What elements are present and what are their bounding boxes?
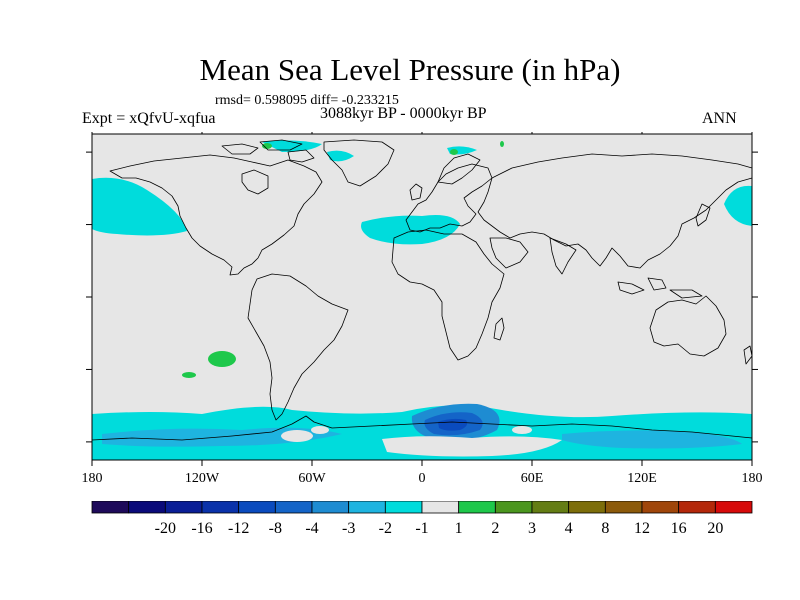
coast-madagascar (493, 317, 505, 341)
legend-label-8: 1 (455, 520, 463, 537)
legend-labels: -20 -16 -12 -8 -4 -3 -2 -1 1 2 3 4 8 12 16 20 (155, 520, 724, 537)
legend-box-4 (238, 501, 276, 514)
legend-label-3: -8 (269, 520, 282, 537)
legend-label-13: 12 (634, 520, 650, 537)
anomaly-north-pacific-east (724, 185, 752, 226)
lon-tick-label-4: 60E (521, 471, 544, 486)
coast-greenland (323, 139, 395, 187)
anomaly-antarctic-light-3 (311, 426, 329, 434)
legend-label-9: 2 (491, 520, 499, 537)
legend-box-1 (128, 501, 166, 514)
color-legend: -20 -16 -12 -8 -4 -3 -2 -1 1 2 3 4 8 12 16 20 (91, 501, 753, 537)
coastlines (91, 139, 753, 441)
legend-box-2 (164, 501, 203, 514)
lon-tick-label-1: 120W (185, 471, 220, 486)
coast-south-america (247, 273, 349, 421)
legend-box-17 (714, 501, 753, 514)
lon-tick-label-3: 0 (419, 471, 426, 486)
coast-arctic-islands (221, 139, 315, 163)
coast-north-america (109, 154, 323, 276)
legend-box-14 (604, 501, 643, 514)
coast-indonesia (617, 277, 703, 299)
anomaly-arctic-1 (262, 140, 322, 152)
lon-tick-label-0: 180 (82, 471, 103, 486)
legend-box-16 (678, 501, 716, 514)
legend-label-7: -1 (415, 520, 428, 537)
anomaly-fields (92, 140, 752, 460)
legend-label-11: 4 (565, 520, 573, 537)
anomaly-southern-ocean-east (562, 430, 742, 449)
axis-ticks (86, 132, 758, 466)
stats-line: rmsd= 0.598095 diff= -0.233215 (215, 93, 399, 108)
experiment-label: Expt = xQfvU-xqfua (82, 110, 216, 127)
anomaly-north-pacific (92, 177, 187, 236)
anomaly-southern-ocean-mid (102, 427, 342, 447)
coast-hudson-bay (241, 169, 269, 195)
legend-label-6: -2 (379, 520, 392, 537)
anomaly-south-atlantic-low-center (438, 418, 468, 431)
anomaly-antarctic-light-2 (281, 430, 313, 442)
coast-scandinavia (437, 153, 481, 185)
legend-box-12 (531, 501, 570, 514)
coast-asia (477, 153, 753, 269)
lon-tick-label-2: 60W (298, 471, 326, 486)
anomaly-arctic-2 (327, 150, 354, 162)
anomaly-south-pacific-green-2 (182, 372, 196, 378)
anomaly-arctic-green-3 (500, 141, 504, 147)
legend-label-5: -3 (342, 520, 355, 537)
anomaly-arctic-green-1 (262, 143, 272, 149)
coast-africa (391, 229, 505, 361)
legend-label-12: 8 (601, 520, 609, 537)
lon-tick-label-6: 180 (742, 471, 763, 486)
legend-label-4: -4 (305, 520, 318, 537)
legend-box-11 (494, 501, 533, 514)
coast-arabia (489, 237, 529, 269)
legend-box-13 (568, 501, 606, 514)
legend-label-10: 3 (528, 520, 536, 537)
legend-box-0 (91, 501, 130, 514)
anomaly-arctic-green-2 (450, 149, 458, 155)
coast-japan (695, 203, 711, 227)
legend-label-2: -12 (228, 520, 249, 537)
anomaly-antarctic-light (382, 436, 562, 457)
legend-label-14: 16 (671, 520, 687, 537)
coast-europe (405, 163, 493, 233)
coast-britain (409, 183, 423, 201)
legend-boxes (91, 501, 753, 514)
coast-india (549, 237, 577, 275)
anomaly-south-pacific-green (208, 351, 236, 367)
pressure-map: 80N40N040S80S180120W60W060E120E180 (82, 132, 763, 486)
season-label: ANN (702, 110, 737, 127)
legend-box-6 (311, 501, 350, 514)
legend-box-3 (201, 501, 240, 514)
legend-box-8 (384, 501, 423, 514)
period-label: 3088kyr BP - 0000kyr BP (320, 105, 487, 122)
legend-box-10 (458, 501, 496, 514)
coast-australia (649, 295, 727, 357)
chart-title: Mean Sea Level Pressure (in hPa) (199, 52, 621, 87)
legend-box-15 (641, 501, 680, 514)
legend-box-9 (421, 501, 460, 514)
lon-tick-label-5: 120E (627, 471, 657, 486)
axis-tick-labels: 80N40N040S80S180120W60W060E120E180 (82, 471, 763, 486)
legend-box-7 (348, 501, 386, 514)
legend-box-5 (274, 501, 313, 514)
legend-label-15: 20 (707, 520, 723, 537)
anomaly-antarctic-light-4 (512, 426, 532, 434)
coast-antarctica (91, 415, 753, 441)
legend-label-1: -16 (191, 520, 212, 537)
legend-label-0: -20 (155, 520, 176, 537)
